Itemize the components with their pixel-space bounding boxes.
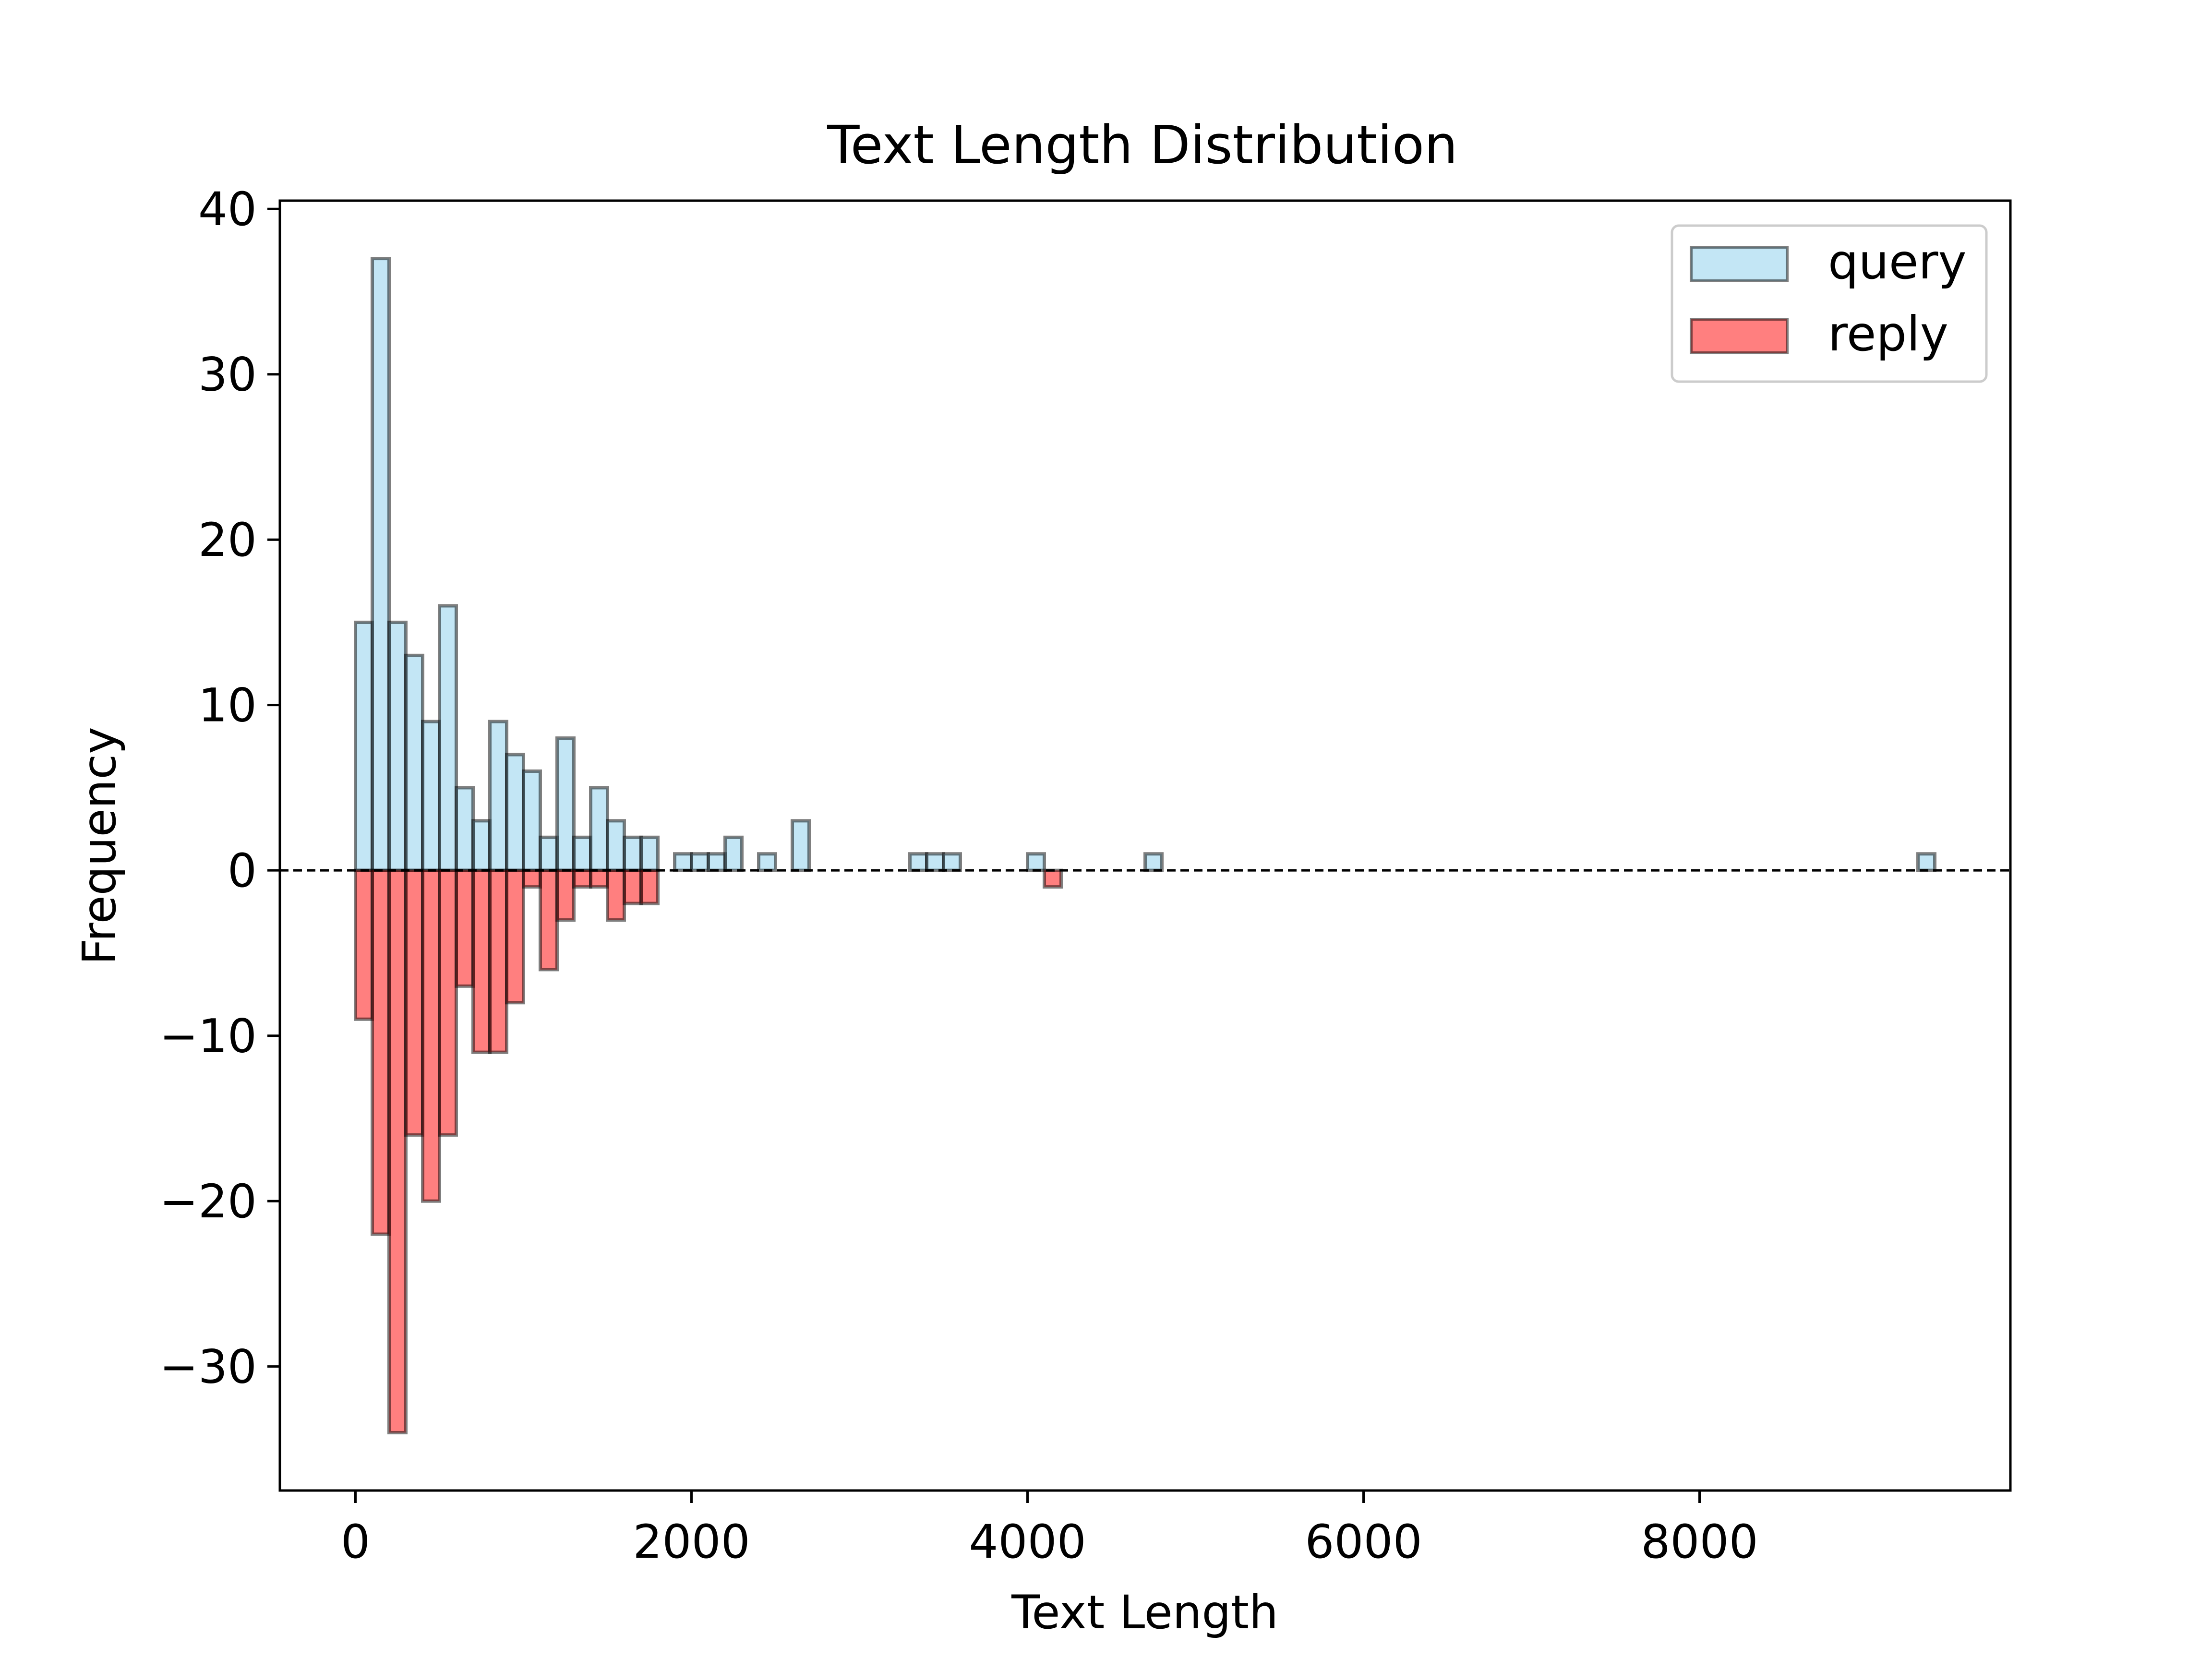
y-axis: −30 −20 −10 0 10 20 30 40 bbox=[159, 182, 280, 1394]
bar-reply bbox=[455, 868, 475, 988]
bar-query bbox=[404, 653, 424, 872]
chart-title: Text Length Distribution bbox=[827, 114, 1458, 176]
bar-reply bbox=[606, 868, 626, 922]
bar-query bbox=[354, 620, 374, 872]
bar-reply bbox=[539, 868, 559, 972]
x-axis: 0 2000 4000 6000 8000 bbox=[341, 1491, 1758, 1569]
bar-reply bbox=[623, 868, 643, 905]
bar-reply bbox=[387, 868, 408, 1434]
x-axis-label: Text Length bbox=[1011, 1586, 1278, 1639]
bar-query bbox=[690, 852, 710, 872]
y-tick-label: 0 bbox=[228, 844, 257, 898]
bar-reply bbox=[371, 868, 391, 1236]
bar-query bbox=[623, 835, 643, 872]
bar-query bbox=[438, 604, 458, 872]
legend-swatch-reply bbox=[1690, 318, 1789, 354]
y-tick-label: 30 bbox=[198, 348, 257, 402]
bar-query bbox=[589, 786, 609, 872]
bar-query bbox=[455, 786, 475, 872]
bar-query bbox=[471, 819, 492, 872]
bar-query bbox=[1026, 852, 1046, 872]
bar-reply bbox=[522, 868, 542, 889]
bar-query bbox=[942, 852, 962, 872]
bar-query bbox=[673, 852, 693, 872]
bar-reply bbox=[354, 868, 374, 1021]
y-tick-label: −30 bbox=[159, 1340, 257, 1394]
bar-query bbox=[707, 852, 727, 872]
bar-query bbox=[421, 720, 441, 872]
bar-reply bbox=[572, 868, 592, 889]
x-tick-label: 4000 bbox=[969, 1515, 1086, 1569]
y-tick-label: −20 bbox=[159, 1175, 257, 1228]
x-tick-label: 8000 bbox=[1641, 1515, 1758, 1569]
bar-query bbox=[723, 835, 744, 872]
bar-query bbox=[925, 852, 945, 872]
x-tick-label: 2000 bbox=[633, 1515, 750, 1569]
bar-query bbox=[387, 620, 408, 872]
bar-query bbox=[908, 852, 928, 872]
bar-query bbox=[488, 720, 508, 872]
plot-frame bbox=[278, 199, 2012, 1492]
bar-query bbox=[1143, 852, 1164, 872]
x-tick-label: 6000 bbox=[1305, 1515, 1422, 1569]
bar-query bbox=[572, 835, 592, 872]
bar-query bbox=[1916, 852, 1936, 872]
bar-reply bbox=[471, 868, 492, 1054]
bar-query bbox=[791, 819, 811, 872]
bar-reply bbox=[404, 868, 424, 1137]
bar-reply bbox=[438, 868, 458, 1137]
bar-query bbox=[371, 257, 391, 872]
legend-label-reply: reply bbox=[1828, 306, 1948, 362]
bar-query bbox=[555, 736, 576, 872]
bar-reply bbox=[488, 868, 508, 1054]
bar-query bbox=[505, 753, 525, 872]
y-tick-label: 40 bbox=[198, 182, 257, 236]
bar-reply bbox=[555, 868, 576, 922]
bar-query bbox=[639, 835, 660, 872]
x-tick-label: 0 bbox=[341, 1515, 370, 1569]
bar-query bbox=[522, 769, 542, 872]
bar-query bbox=[757, 852, 777, 872]
bars-layer bbox=[354, 257, 1936, 1434]
bar-reply bbox=[639, 868, 660, 905]
bar-query bbox=[606, 819, 626, 872]
bar-reply bbox=[421, 868, 441, 1203]
bar-query bbox=[539, 835, 559, 872]
legend: query reply bbox=[1671, 224, 1988, 383]
y-tick-label: 10 bbox=[198, 679, 257, 733]
y-axis-label: Frequency bbox=[72, 727, 126, 965]
bar-reply bbox=[1043, 868, 1063, 889]
y-tick-label: −10 bbox=[159, 1010, 257, 1063]
bar-reply bbox=[505, 868, 525, 1005]
y-tick-label: 20 bbox=[198, 513, 257, 567]
bar-reply bbox=[589, 868, 609, 889]
legend-label-query: query bbox=[1828, 234, 1967, 290]
legend-swatch-query bbox=[1690, 246, 1789, 282]
